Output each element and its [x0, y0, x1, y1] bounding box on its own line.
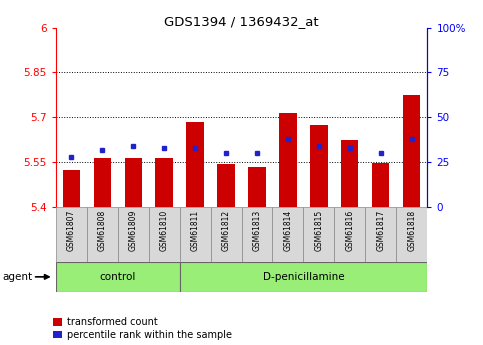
- Bar: [403, 95, 421, 207]
- Bar: [334, 207, 366, 262]
- Bar: [341, 140, 358, 207]
- Text: GSM61807: GSM61807: [67, 210, 75, 251]
- Text: GSM61813: GSM61813: [253, 210, 261, 251]
- Text: GDS1394 / 1369432_at: GDS1394 / 1369432_at: [164, 16, 319, 29]
- Bar: [117, 207, 149, 262]
- Bar: [180, 207, 211, 262]
- Legend: transformed count, percentile rank within the sample: transformed count, percentile rank withi…: [53, 317, 232, 340]
- Bar: [94, 158, 111, 207]
- Text: GSM61816: GSM61816: [345, 210, 355, 251]
- Text: D-penicillamine: D-penicillamine: [263, 272, 344, 282]
- Text: GSM61818: GSM61818: [408, 210, 416, 251]
- Text: GSM61817: GSM61817: [376, 210, 385, 251]
- Bar: [149, 207, 180, 262]
- Text: agent: agent: [2, 272, 32, 282]
- Bar: [156, 158, 172, 207]
- Text: GSM61811: GSM61811: [190, 210, 199, 251]
- Bar: [248, 167, 266, 207]
- Text: GSM61815: GSM61815: [314, 210, 324, 251]
- Bar: [56, 262, 180, 292]
- Bar: [217, 164, 235, 207]
- Bar: [311, 125, 327, 207]
- Bar: [186, 122, 203, 207]
- Bar: [56, 207, 86, 262]
- Bar: [303, 207, 334, 262]
- Bar: [211, 207, 242, 262]
- Bar: [242, 207, 272, 262]
- Bar: [397, 207, 427, 262]
- Bar: [86, 207, 117, 262]
- Bar: [366, 207, 397, 262]
- Bar: [272, 207, 303, 262]
- Text: GSM61810: GSM61810: [159, 210, 169, 251]
- Text: GSM61812: GSM61812: [222, 210, 230, 251]
- Text: control: control: [99, 272, 136, 282]
- Text: GSM61808: GSM61808: [98, 210, 107, 251]
- Text: GSM61814: GSM61814: [284, 210, 293, 251]
- Bar: [372, 163, 389, 207]
- Text: GSM61809: GSM61809: [128, 210, 138, 251]
- Bar: [62, 170, 80, 207]
- Bar: [280, 113, 297, 207]
- Bar: [125, 158, 142, 207]
- Bar: [180, 262, 427, 292]
